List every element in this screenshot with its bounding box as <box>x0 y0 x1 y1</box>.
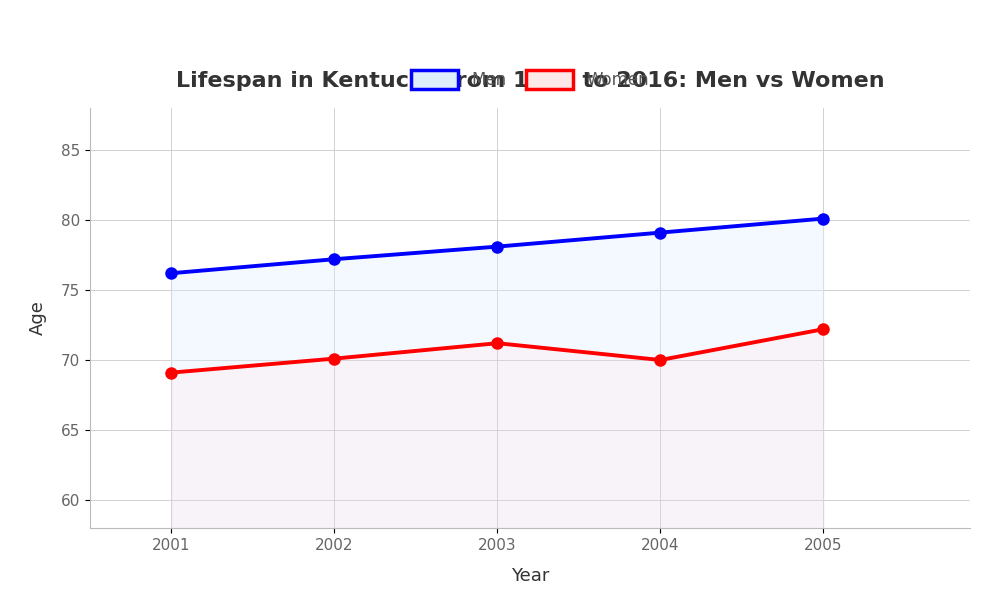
Y-axis label: Age: Age <box>29 301 47 335</box>
Title: Lifespan in Kentucky from 1963 to 2016: Men vs Women: Lifespan in Kentucky from 1963 to 2016: … <box>176 71 884 91</box>
X-axis label: Year: Year <box>511 566 549 584</box>
Legend: Men, Women: Men, Women <box>403 62 657 98</box>
